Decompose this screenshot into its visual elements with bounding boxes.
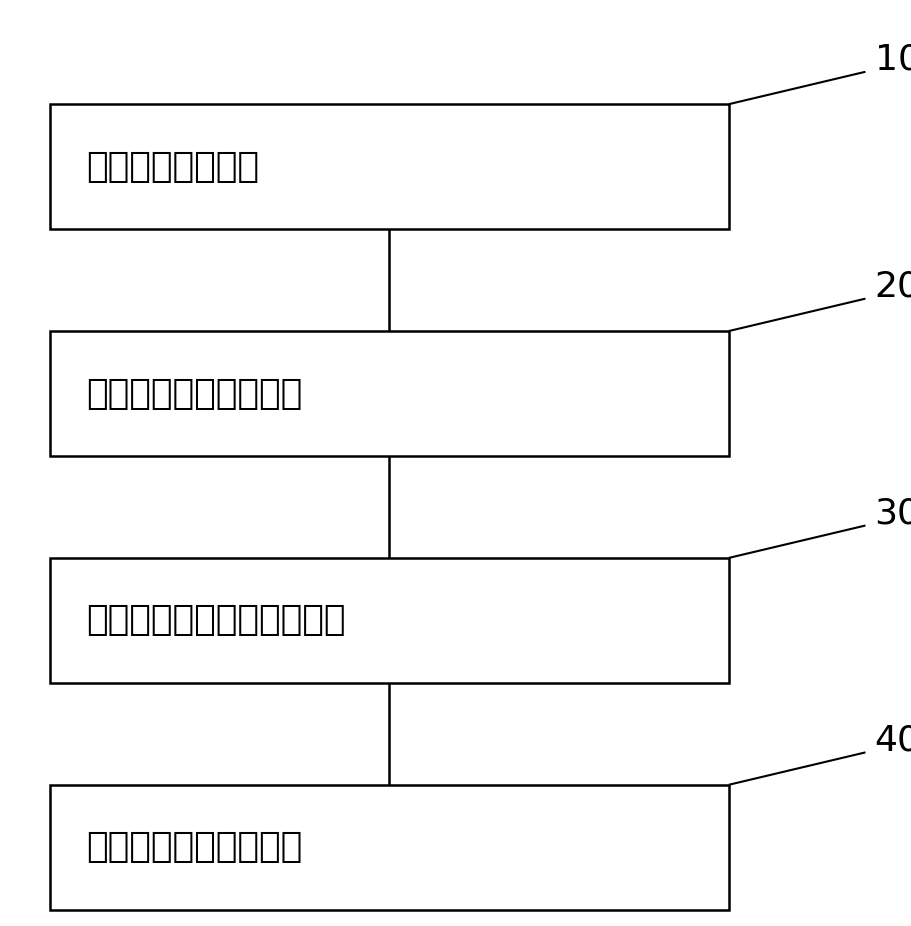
Bar [50,105,729,230]
Text: 200: 200 [875,269,911,303]
Text: 脆性指数确定模块: 脆性指数确定模块 [87,150,260,183]
Bar [50,557,729,683]
Text: 100: 100 [875,43,911,76]
Bar [50,332,729,457]
Text: 岩石单轴抗压强度确定模块: 岩石单轴抗压强度确定模块 [87,604,346,637]
Text: 可压裂性指数确定模块: 可压裂性指数确定模块 [87,831,302,864]
Text: 300: 300 [875,496,911,530]
Bar [50,784,729,909]
Text: 断裂韧性指数确定模块: 断裂韧性指数确定模块 [87,377,302,410]
Text: 400: 400 [875,723,911,757]
